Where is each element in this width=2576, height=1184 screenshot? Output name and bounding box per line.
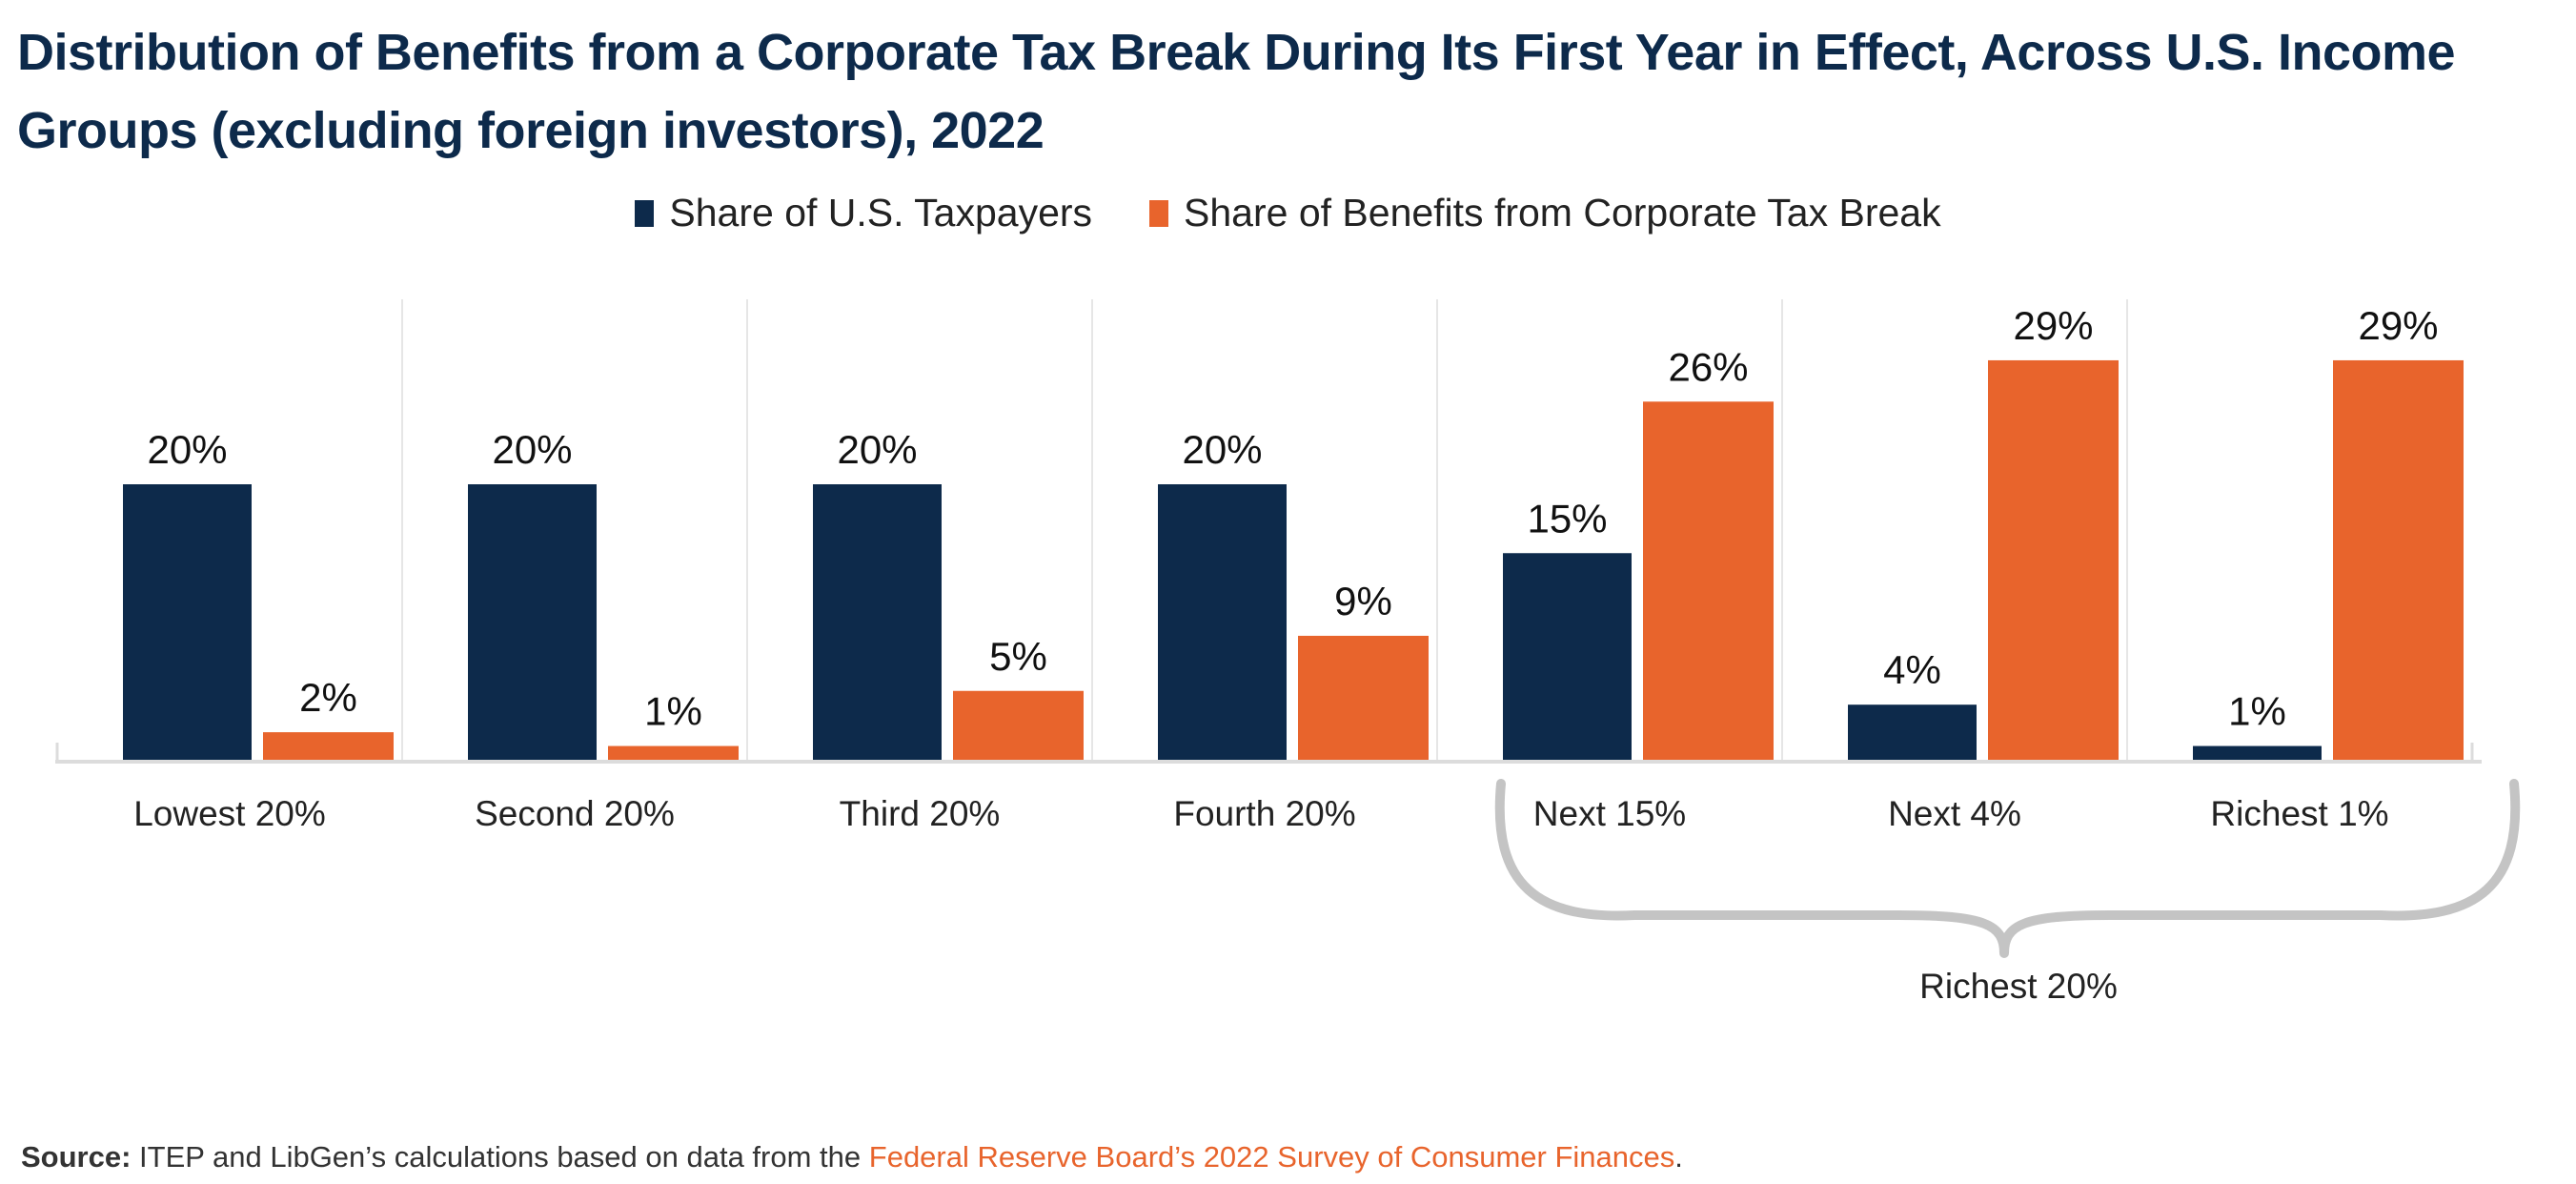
data-label: 20% (147, 427, 227, 472)
category-label: Next 15% (1533, 794, 1686, 833)
bar-taxpayers (1848, 704, 1977, 760)
category-label: Lowest 20% (133, 794, 326, 833)
source-text: ITEP and LibGen’s calculations based on … (131, 1140, 869, 1174)
bar-benefits (2333, 359, 2464, 760)
chart-title: Distribution of Benefits from a Corporat… (17, 24, 2456, 159)
bar-benefits (263, 732, 394, 760)
source-note: Source: ITEP and LibGen’s calculations b… (21, 1140, 1683, 1174)
legend-swatch-navy (635, 199, 655, 227)
category-label: Second 20% (475, 794, 675, 833)
bar-taxpayers (468, 484, 597, 760)
category-label: Next 4% (1888, 794, 2021, 833)
bar-benefits (1643, 401, 1774, 760)
source-label: Source: (21, 1140, 132, 1174)
data-label: 5% (989, 634, 1047, 679)
data-label: 26% (1668, 344, 1748, 389)
bar-benefits (1988, 359, 2119, 760)
bar-taxpayers (1158, 484, 1287, 760)
data-label: 20% (837, 427, 917, 472)
source-end: . (1674, 1140, 1683, 1174)
bar-benefits (608, 745, 739, 760)
data-label: 29% (2013, 303, 2093, 348)
legend-item-benefits: Share of Benefits from Corporate Tax Bre… (1149, 191, 1941, 235)
data-label: 1% (644, 689, 702, 734)
bar-taxpayers (123, 484, 252, 760)
category-label: Third 20% (840, 794, 1001, 833)
bar-benefits (953, 690, 1084, 760)
bar-benefits (1298, 635, 1429, 760)
data-label: 9% (1334, 579, 1392, 623)
legend-label: Share of U.S. Taxpayers (669, 191, 1093, 235)
legend-label: Share of Benefits from Corporate Tax Bre… (1184, 191, 1941, 235)
bar-taxpayers (813, 484, 942, 760)
brace-richest-20 (1494, 779, 2521, 958)
annotation-richest-20: Richest 20% (1919, 967, 2118, 1006)
data-label: 2% (299, 675, 357, 720)
legend-item-taxpayers: Share of U.S. Taxpayers (635, 191, 1092, 235)
legend-swatch-orange (1149, 199, 1169, 227)
data-label: 20% (492, 427, 572, 472)
data-label: 20% (1182, 427, 1262, 472)
legend: Share of U.S. Taxpayers Share of Benefit… (0, 191, 2576, 235)
bar-taxpayers (1503, 553, 1632, 760)
source-link[interactable]: Federal Reserve Board’s 2022 Survey of C… (868, 1140, 1675, 1174)
data-label: 29% (2358, 303, 2438, 348)
category-label: Richest 1% (2210, 794, 2388, 833)
data-label: 4% (1883, 647, 1941, 692)
bar-taxpayers (2193, 745, 2322, 760)
category-label: Fourth 20% (1173, 794, 1355, 833)
data-label: 15% (1527, 496, 1607, 541)
data-label: 1% (2228, 689, 2286, 734)
